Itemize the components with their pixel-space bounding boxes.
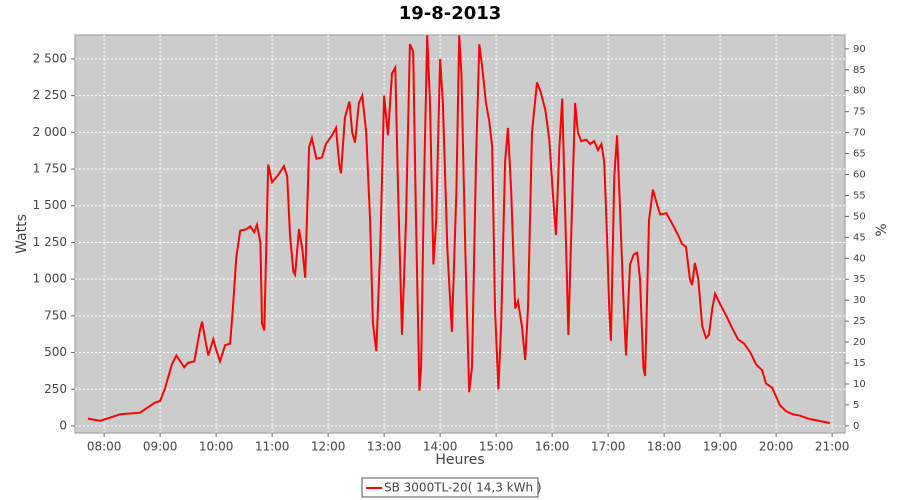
y-tick-label: 1 500 bbox=[33, 198, 67, 212]
legend bbox=[361, 477, 539, 498]
y2-tick-label: 40 bbox=[853, 253, 866, 264]
y2-tick-label: 0 bbox=[853, 421, 859, 432]
y2-tick-label: 10 bbox=[853, 379, 866, 390]
y-tick-label: 2 250 bbox=[33, 88, 67, 102]
x-tick-label: 15:00 bbox=[479, 440, 514, 454]
x-tick-label: 08:00 bbox=[87, 440, 122, 454]
x-tick-label: 18:00 bbox=[647, 440, 682, 454]
x-axis-label: Heures bbox=[435, 452, 484, 468]
plot-area bbox=[74, 34, 846, 434]
x-tick-label: 19:00 bbox=[703, 440, 738, 454]
y2-tick-label: 60 bbox=[853, 170, 866, 181]
y-tick-label: 750 bbox=[44, 308, 67, 322]
x-tick-label: 09:00 bbox=[143, 440, 178, 454]
y2-tick-label: 35 bbox=[853, 274, 866, 285]
y2-tick-label: 30 bbox=[853, 295, 866, 306]
legend-label: SB 3000TL-20( 14,3 kWh ) bbox=[384, 481, 542, 495]
y2-tick-label: 45 bbox=[853, 232, 866, 243]
y-tick-label: 1 750 bbox=[33, 162, 67, 176]
y-axis-label: Watts bbox=[14, 214, 30, 254]
x-tick-label: 20:00 bbox=[759, 440, 794, 454]
x-tick-label: 16:00 bbox=[535, 440, 570, 454]
x-tick-label: 10:00 bbox=[199, 440, 234, 454]
data-line bbox=[87, 35, 831, 424]
y2-tick-label: 80 bbox=[853, 86, 866, 97]
y2-tick-label: 90 bbox=[853, 44, 866, 55]
x-tick-label: 21:00 bbox=[815, 440, 850, 454]
y2-tick-label: 65 bbox=[853, 149, 866, 160]
x-tick-label: 12:00 bbox=[311, 440, 346, 454]
y2-axis-label: % bbox=[874, 223, 890, 236]
y-tick-label: 500 bbox=[44, 345, 67, 359]
y2-tick-label: 25 bbox=[853, 316, 866, 327]
y2-tick-label: 5 bbox=[853, 400, 859, 411]
y2-tick-label: 15 bbox=[853, 358, 866, 369]
y-tick-label: 2 000 bbox=[33, 125, 67, 139]
y2-tick-label: 75 bbox=[853, 107, 866, 118]
x-tick-label: 14:00 bbox=[423, 440, 458, 454]
y2-tick-label: 55 bbox=[853, 190, 866, 201]
x-tick-label: 11:00 bbox=[255, 440, 290, 454]
y2-tick-label: 20 bbox=[853, 337, 866, 348]
y-tick-label: 1 000 bbox=[33, 272, 67, 286]
y2-tick-label: 85 bbox=[853, 65, 866, 76]
y2-tick-label: 50 bbox=[853, 211, 866, 222]
x-tick-label: 13:00 bbox=[367, 440, 402, 454]
x-tick-label: 17:00 bbox=[591, 440, 626, 454]
y-tick-label: 0 bbox=[59, 418, 67, 432]
y2-tick-label: 70 bbox=[853, 128, 866, 139]
y-tick-label: 250 bbox=[44, 382, 67, 396]
y-tick-label: 1 250 bbox=[33, 235, 67, 249]
chart-title: 19-8-2013 bbox=[399, 3, 502, 24]
y-tick-label: 2 500 bbox=[33, 51, 67, 65]
